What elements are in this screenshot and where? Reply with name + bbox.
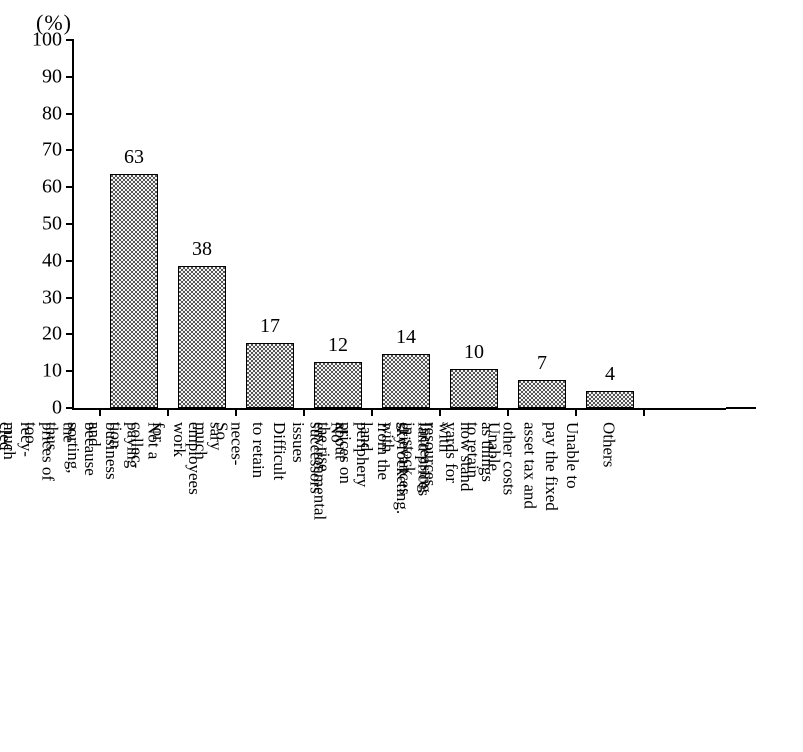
x-tick <box>99 408 101 416</box>
x-tick <box>167 408 169 416</box>
y-tick-label: 90 <box>42 65 62 88</box>
x-tick <box>643 408 645 416</box>
bar: 10 <box>450 369 498 408</box>
bar-value-label: 4 <box>605 363 615 386</box>
x-category-label: Difficult to retain neces-sary employees <box>248 422 290 495</box>
x-category-label-line: much cost <box>0 422 20 473</box>
bar: 12 <box>314 362 362 408</box>
plot-area: 010203040506070809010063Not a paying bus… <box>72 40 726 410</box>
y-tick-label: 0 <box>52 397 62 420</box>
bar-value-label: 12 <box>328 334 348 357</box>
y-tick <box>66 333 74 335</box>
y-tick-label: 80 <box>42 102 62 125</box>
x-tick <box>439 408 441 416</box>
bar-value-label: 17 <box>260 315 280 338</box>
bar-value-label: 63 <box>124 146 144 169</box>
bar: 38 <box>178 266 226 408</box>
bar: 14 <box>382 354 430 408</box>
x-axis-extension <box>726 407 756 409</box>
y-tick <box>66 407 74 409</box>
bar-value-label: 14 <box>396 326 416 349</box>
x-category-label: Others <box>599 422 620 467</box>
y-tick <box>66 370 74 372</box>
bar: 7 <box>518 380 566 408</box>
y-tick <box>66 186 74 188</box>
x-category-label-line: Difficult to retain neces- <box>226 422 290 495</box>
x-category-label-line: land prices skyrocketing. <box>392 422 435 514</box>
y-tick <box>66 297 74 299</box>
x-tick <box>371 408 373 416</box>
y-tick-label: 60 <box>42 176 62 199</box>
y-tick-label: 100 <box>32 29 62 52</box>
y-tick-label: 10 <box>42 360 62 383</box>
x-category-label-line: Unable to pay the fixed <box>541 422 584 514</box>
bar-value-label: 7 <box>537 352 547 375</box>
x-category-label-line: Others <box>598 422 619 467</box>
x-tick <box>303 408 305 416</box>
y-tick <box>66 149 74 151</box>
x-category-label-line: tion and sorting, thus too <box>20 422 126 473</box>
x-tick <box>235 408 237 416</box>
x-tick <box>507 408 509 416</box>
x-category-label: Unable to pay the fixedasset tax and oth… <box>499 422 583 514</box>
bar: 4 <box>586 391 634 408</box>
bar-chart: (%) 010203040506070809010063Not a paying… <box>0 0 803 752</box>
x-category-label-line: sary employees <box>184 422 227 495</box>
y-tick <box>66 113 74 115</box>
y-tick <box>66 260 74 262</box>
bar-value-label: 10 <box>464 341 484 364</box>
x-tick <box>575 408 577 416</box>
y-tick-label: 50 <box>42 213 62 236</box>
bar-value-label: 38 <box>192 238 212 261</box>
x-category-label-line: land prices on the rise <box>313 422 377 486</box>
x-category-label-line: asset tax and other costs <box>498 422 541 514</box>
x-category-label-line: as things now stand with <box>434 422 498 514</box>
y-tick <box>66 39 74 41</box>
y-tick-label: 70 <box>42 139 62 162</box>
bar: 63 <box>110 174 158 408</box>
y-tick-label: 40 <box>42 249 62 272</box>
y-tick <box>66 76 74 78</box>
y-tick-label: 20 <box>42 323 62 346</box>
y-tick <box>66 223 74 225</box>
bar: 17 <box>246 343 294 408</box>
y-tick-label: 30 <box>42 286 62 309</box>
